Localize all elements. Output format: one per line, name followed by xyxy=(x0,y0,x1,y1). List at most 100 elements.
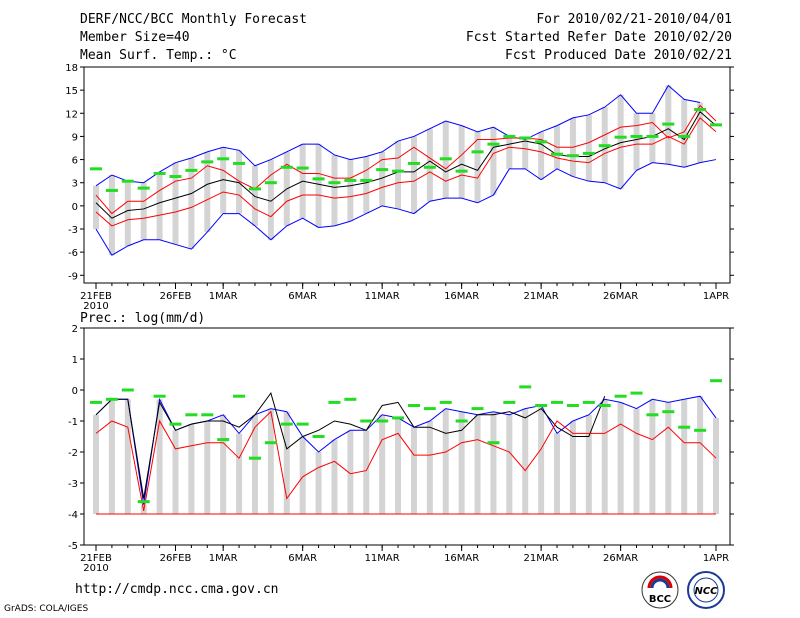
prec-spread-bar-23 xyxy=(458,411,465,514)
prec-spread-bar-6 xyxy=(188,424,195,514)
prec-spread-bar-20 xyxy=(410,427,417,514)
temp-xlabel-5: 16MAR xyxy=(444,291,479,302)
temp-median-0 xyxy=(90,167,102,171)
prec-median-6 xyxy=(185,413,198,417)
temp-median-14 xyxy=(312,177,325,181)
prec-spread-bar-16 xyxy=(347,430,354,514)
bcc-logo-text: BCC xyxy=(649,594,671,605)
prec-spread-bar-32 xyxy=(601,399,608,514)
temp-median-10 xyxy=(248,187,261,191)
prec-median-33 xyxy=(614,394,627,398)
prec-median-35 xyxy=(646,413,659,417)
prec-spread-bar-18 xyxy=(379,414,386,514)
temp-xsub: 2010 xyxy=(83,301,108,312)
temp-spread-bar-10 xyxy=(251,165,258,226)
prec-median-13 xyxy=(296,422,309,426)
temp-spread-bar-34 xyxy=(633,113,640,171)
temp-median-26 xyxy=(503,134,516,138)
temp-xlabel-0: 21FEB xyxy=(80,291,112,302)
temp-spread-bar-31 xyxy=(585,114,592,182)
prec-median-18 xyxy=(376,419,389,423)
prec-median-0 xyxy=(90,400,102,404)
temp-median-20 xyxy=(407,161,420,165)
temp-line-mean xyxy=(95,110,717,219)
prec-spread-bar-30 xyxy=(569,421,576,514)
temp-median-24 xyxy=(471,150,484,154)
prec-median-31 xyxy=(582,400,595,404)
prec-spread-bar-33 xyxy=(617,402,624,514)
temp-median-37 xyxy=(678,134,691,138)
temp-spread-bar-23 xyxy=(458,125,465,199)
temp-spread-bar-3 xyxy=(140,182,147,240)
ncc-logo-text: NCC xyxy=(694,586,718,597)
temp-ylabel-1: 15 xyxy=(65,86,78,97)
produced-date: Fcst Produced Date 2010/02/21 xyxy=(505,48,732,63)
temp-median-9 xyxy=(233,161,246,165)
temp-spread-bar-14 xyxy=(315,144,322,228)
prec-spread-bar-27 xyxy=(522,408,529,514)
prec-median-4 xyxy=(153,394,166,398)
prec-spread-bar-8 xyxy=(220,414,227,514)
temp-spread-bar-27 xyxy=(522,139,529,169)
prec-median-29 xyxy=(551,400,564,404)
source-url[interactable]: http://cmdp.ncc.cma.gov.cn xyxy=(75,582,279,597)
temp-median-18 xyxy=(376,168,389,172)
temp-spread-bar-2 xyxy=(124,181,131,246)
grads-credit: GrADS: COLA/IGES xyxy=(4,604,89,614)
prec-spread-bar-14 xyxy=(315,452,322,514)
prec-spread-bar-1 xyxy=(108,399,115,514)
temp-median-38 xyxy=(694,107,707,111)
prec-median-17 xyxy=(360,419,373,423)
temp-spread-bar-0 xyxy=(93,185,99,229)
temp-spread-bar-38 xyxy=(697,102,704,163)
prec-median-26 xyxy=(503,400,516,404)
temp-spread-bar-15 xyxy=(331,154,338,226)
prec-spread-bar-17 xyxy=(363,430,370,514)
prec-median-21 xyxy=(423,407,436,411)
prec-xlabel-7: 26MAR xyxy=(603,553,638,564)
temp-median-3 xyxy=(137,186,150,190)
temp-line-min xyxy=(95,159,717,256)
temp-ylabel-5: 3 xyxy=(72,179,78,190)
prec-spread-bar-9 xyxy=(236,433,243,514)
prec-xlabel-2: 1MAR xyxy=(209,553,238,564)
temp-median-32 xyxy=(598,144,611,148)
temp-line-upper xyxy=(95,84,701,187)
prec-spread-bar-35 xyxy=(649,399,656,514)
prec-median-30 xyxy=(566,404,579,407)
prec-spread-bar-5 xyxy=(172,430,179,514)
temp-spread-bar-6 xyxy=(188,158,195,250)
temp-spread-bar-4 xyxy=(156,171,163,240)
temp-spread-bar-16 xyxy=(347,159,354,222)
temp-xlabel-2: 1MAR xyxy=(209,291,238,302)
prec-spread-bar-0 xyxy=(93,414,99,514)
prec-xlabel-8: 1APR xyxy=(703,553,729,564)
temp-median-12 xyxy=(280,165,293,169)
temp-xlabel-1: 26FEB xyxy=(160,291,192,302)
temp-median-16 xyxy=(344,178,357,182)
temp-ylabel-7: -3 xyxy=(68,225,78,236)
temp-median-2 xyxy=(121,179,134,183)
prec-median-32 xyxy=(598,404,611,407)
temp-xlabel-6: 21MAR xyxy=(524,291,559,302)
temp-median-30 xyxy=(566,154,579,158)
prec-median-11 xyxy=(264,441,277,445)
prec-ylabel-3: -1 xyxy=(68,417,78,428)
temp-spread-bar-17 xyxy=(363,156,370,214)
prec-spread-bar-28 xyxy=(538,405,545,514)
prec-xlabel-6: 21MAR xyxy=(524,553,559,564)
temp-spread-bar-25 xyxy=(490,127,497,196)
temp-spread-bar-20 xyxy=(410,136,417,214)
prec-line-mean xyxy=(95,391,606,499)
temp-ylabel-4: 6 xyxy=(72,156,78,167)
temp-spread-bar-35 xyxy=(649,113,656,163)
prec-median-2 xyxy=(121,388,134,392)
temp-ylabel-0: 18 xyxy=(65,63,78,74)
prec-spread-bar-36 xyxy=(665,402,672,514)
temp-spread-bar-21 xyxy=(426,128,433,202)
temp-median-5 xyxy=(169,175,182,179)
prec-median-16 xyxy=(344,397,357,401)
prec-spread-bar-24 xyxy=(474,414,481,514)
variable-label: Mean Surf. Temp.: °C xyxy=(80,48,237,63)
